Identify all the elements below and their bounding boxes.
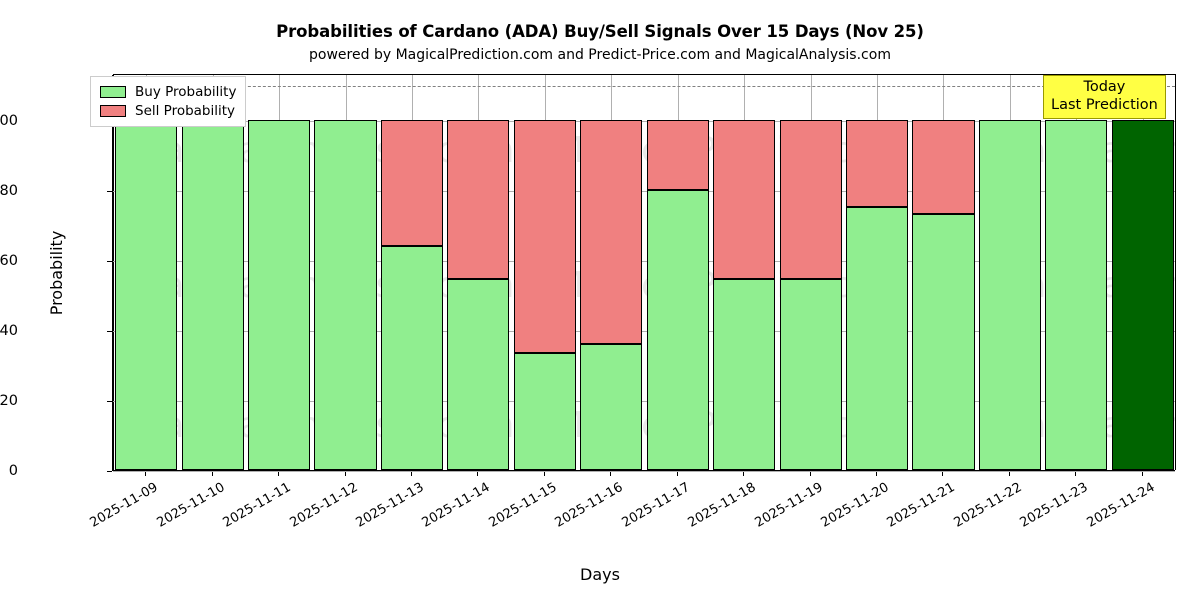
bar-segment-buy[interactable]	[314, 119, 377, 470]
bar-segment-sell[interactable]	[580, 119, 643, 344]
bar-segment-buy[interactable]	[380, 245, 444, 470]
bar-segment-buy[interactable]	[912, 214, 975, 470]
legend-item-buy: Buy Probability	[100, 82, 236, 101]
x-axis-tick-mark	[809, 471, 811, 476]
bar-segment-buy[interactable]	[181, 119, 244, 470]
legend-item-sell: Sell Probability	[100, 101, 236, 120]
bar-segment-sell[interactable]	[513, 119, 576, 353]
bars-layer	[113, 75, 1175, 470]
plot-area: MagicalAnalysis.comMagicalPrediction.com…	[112, 74, 1176, 472]
gridline-horizontal	[113, 260, 1175, 262]
x-axis-tick-label: 2025-11-09	[87, 480, 161, 531]
x-axis-tick-mark	[743, 471, 745, 476]
bar-segment-buy[interactable]	[1045, 119, 1108, 470]
bar-segment-sell[interactable]	[713, 119, 776, 280]
chart-title: Probabilities of Cardano (ADA) Buy/Sell …	[276, 22, 924, 41]
bar-segment-sell[interactable]	[779, 119, 842, 280]
legend-swatch-buy-icon	[100, 85, 126, 98]
gridline-horizontal	[113, 330, 1175, 332]
bar-segment-buy[interactable]	[115, 119, 178, 470]
x-axis-tick-mark	[477, 471, 479, 476]
bar-2025-11-13[interactable]	[380, 119, 444, 470]
bar-segment-buy[interactable]	[779, 279, 842, 470]
bar-2025-11-23[interactable]	[1045, 119, 1108, 470]
bar-segment-sell[interactable]	[447, 119, 510, 280]
bar-2025-11-11[interactable]	[248, 119, 311, 470]
y-axis-tick-mark	[107, 260, 112, 262]
today-annotation-line1: Today	[1083, 79, 1126, 95]
y-axis-tick-label: 40	[0, 322, 18, 339]
bar-2025-11-18[interactable]	[713, 119, 776, 470]
bar-segment-buy[interactable]	[978, 119, 1041, 470]
bar-2025-11-10[interactable]	[181, 119, 244, 470]
bar-segment-sell[interactable]	[912, 119, 975, 215]
bar-segment-sell[interactable]	[646, 119, 709, 190]
legend-swatch-sell-icon	[100, 104, 126, 117]
y-axis-tick-mark	[107, 471, 112, 472]
y-axis-tick-label: 80	[0, 182, 18, 199]
y-axis-label: Probability	[46, 230, 66, 316]
bar-segment-buy[interactable]	[845, 207, 909, 470]
x-axis-tick-mark	[1075, 471, 1077, 476]
today-annotation-line2: Last Prediction	[1051, 96, 1158, 113]
y-axis-tick-label: 100	[0, 112, 18, 129]
x-axis-tick-mark	[1008, 471, 1010, 476]
chart-legend: Buy Probability Sell Probability	[90, 76, 247, 127]
gridline-horizontal	[113, 471, 1175, 472]
bar-2025-11-14[interactable]	[447, 119, 510, 470]
gridline-horizontal	[113, 120, 1175, 122]
bar-2025-11-24[interactable]	[1111, 119, 1174, 470]
y-axis-tick-label: 60	[0, 252, 18, 269]
bar-2025-11-16[interactable]	[580, 119, 643, 470]
x-axis-tick-mark	[543, 471, 545, 476]
x-axis-tick-mark	[1141, 471, 1143, 476]
x-axis-tick-mark	[410, 471, 412, 476]
bar-segment-buy[interactable]	[580, 343, 643, 470]
y-axis-tick-mark	[107, 190, 112, 192]
threshold-dashed-line	[113, 85, 1175, 87]
x-axis-tick-mark	[942, 471, 944, 476]
bar-segment-buy[interactable]	[248, 119, 311, 470]
bar-segment-sell[interactable]	[845, 119, 909, 208]
bar-2025-11-22[interactable]	[978, 119, 1041, 470]
bar-segment-sell[interactable]	[380, 119, 444, 246]
x-axis-tick-mark	[145, 471, 147, 476]
bar-segment-buy[interactable]	[646, 189, 709, 470]
x-axis-label: Days	[580, 565, 620, 584]
today-annotation: Today Last Prediction	[1043, 75, 1166, 120]
x-axis-tick-mark	[344, 471, 346, 476]
gridline-horizontal	[113, 190, 1175, 192]
legend-label-sell: Sell Probability	[135, 102, 236, 119]
x-axis-tick-mark	[278, 471, 280, 476]
x-axis-tick-mark	[876, 471, 878, 476]
bar-2025-11-21[interactable]	[912, 119, 975, 470]
bar-2025-11-19[interactable]	[779, 119, 842, 470]
y-axis-tick-mark	[107, 330, 112, 332]
y-axis-tick-label: 0	[8, 463, 18, 479]
bar-segment-today[interactable]	[1111, 119, 1174, 470]
bar-2025-11-20[interactable]	[845, 119, 909, 470]
x-axis-tick-mark	[610, 471, 612, 476]
legend-label-buy: Buy Probability	[135, 83, 237, 100]
bar-segment-buy[interactable]	[713, 279, 776, 470]
x-axis-tick-mark	[211, 471, 213, 476]
bar-2025-11-15[interactable]	[513, 119, 576, 470]
y-axis-tick-label: 20	[0, 392, 18, 409]
bar-2025-11-17[interactable]	[646, 119, 709, 470]
x-axis-tick-mark	[676, 471, 678, 476]
gridline-horizontal	[113, 400, 1175, 402]
y-axis-tick-mark	[107, 400, 112, 402]
bar-segment-buy[interactable]	[513, 352, 576, 470]
bar-2025-11-09[interactable]	[115, 119, 178, 470]
bar-2025-11-12[interactable]	[314, 119, 377, 470]
bar-segment-buy[interactable]	[447, 279, 510, 470]
chart-subtitle: powered by MagicalPrediction.com and Pre…	[309, 47, 891, 63]
